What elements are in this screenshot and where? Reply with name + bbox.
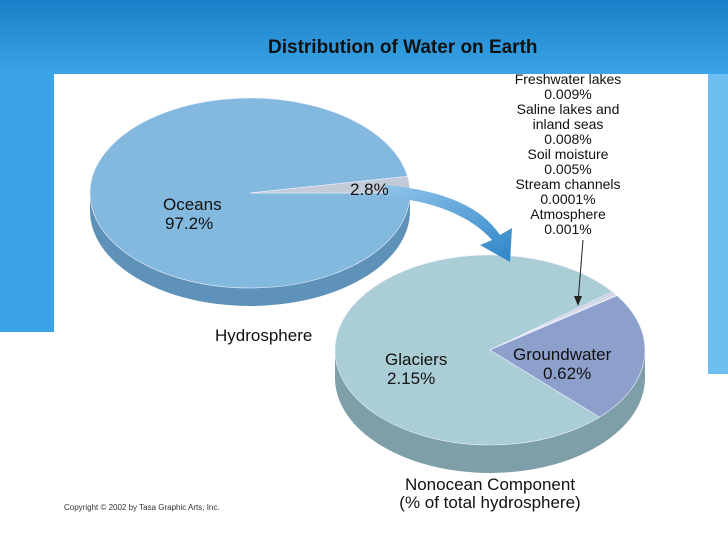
pie-title: Nonocean Component (% of total hydrospher… xyxy=(380,476,600,512)
slice-label: Oceans 97.2% xyxy=(163,195,222,233)
copyright: Copyright © 2002 by Tasa Graphic Arts, I… xyxy=(64,503,220,512)
pie-title: Hydrosphere xyxy=(215,326,313,345)
value-label: 2.8% xyxy=(350,180,389,199)
value-label: 0.005% xyxy=(544,161,592,177)
category-label: Stream channels xyxy=(515,176,621,192)
side-band xyxy=(0,74,54,332)
category-label: Soil moisture xyxy=(527,146,609,162)
slice-label: 2.8% xyxy=(350,180,389,199)
value-label: 0.001% xyxy=(544,221,592,237)
value-label: 0.009% xyxy=(544,86,592,102)
slice-label: Saline lakes and inland seas 0.008% xyxy=(508,102,628,147)
value-label: 0.008% xyxy=(544,131,592,147)
header-band xyxy=(0,0,728,74)
value-label: 2.15% xyxy=(387,369,436,388)
category-label: Groundwater xyxy=(513,345,612,364)
value-label: 0.0001% xyxy=(540,191,596,207)
pointer-line xyxy=(577,239,584,303)
value-label: 0.62% xyxy=(543,364,592,383)
pointer-head xyxy=(574,296,582,306)
value-label: 97.2% xyxy=(165,214,214,233)
slice-label: Atmosphere 0.001% xyxy=(508,207,628,237)
slice-label: Groundwater 0.62% xyxy=(513,345,611,383)
slice-label: Glaciers 2.15% xyxy=(385,350,447,388)
small-slice-labels: Freshwater lakes 0.009% Saline lakes and i… xyxy=(508,72,628,237)
slice-label: Freshwater lakes 0.009% xyxy=(508,72,628,102)
pie-slice xyxy=(334,254,613,446)
category-label: Freshwater lakes xyxy=(514,71,622,87)
category-label: Glaciers xyxy=(385,350,448,369)
category-label: Atmosphere xyxy=(530,206,606,222)
arrow xyxy=(385,185,512,262)
pie-slice xyxy=(489,295,646,418)
slice-label: Stream channels 0.0001% xyxy=(508,177,628,207)
category-label: Oceans xyxy=(163,195,222,214)
pie-subtitle: (% of total hydrosphere) xyxy=(399,493,581,512)
side-band xyxy=(708,74,728,374)
pie-title-text: Hydrosphere xyxy=(215,326,313,345)
slide-title: Distribution of Water on Earth xyxy=(268,37,538,58)
category-label: Saline lakes and inland seas xyxy=(516,101,620,132)
slice-label: Soil moisture 0.005% xyxy=(508,147,628,177)
pie-title-text: Nonocean Component xyxy=(404,475,576,494)
